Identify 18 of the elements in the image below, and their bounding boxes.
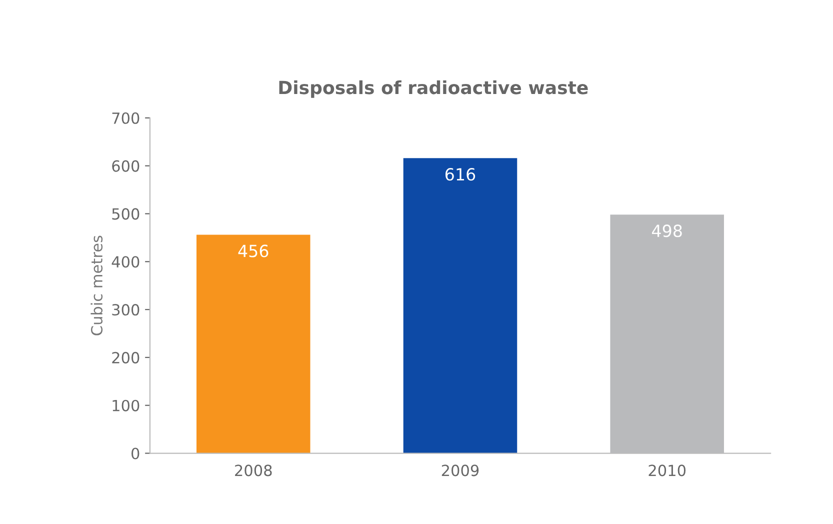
x-tick-label: 2010	[648, 464, 686, 476]
data-label: 498	[652, 224, 682, 238]
y-tick-label: 700	[112, 112, 140, 124]
y-axis-title: Cubic metres	[90, 236, 103, 336]
data-label: 616	[445, 168, 476, 181]
y-tick-label: 300	[112, 304, 140, 316]
bar	[403, 158, 518, 454]
chart-title: Disposals of radioactive waste	[279, 80, 588, 98]
data-label: 456	[238, 244, 268, 258]
y-tick-label: 100	[112, 400, 140, 412]
y-tick-label: 600	[112, 160, 140, 172]
y-tick-label: 200	[112, 352, 140, 364]
y-tick-label: 500	[112, 208, 140, 220]
y-tick-label: 0	[132, 448, 140, 460]
x-tick-label: 2008	[235, 464, 272, 476]
x-tick-label: 2009	[442, 464, 479, 476]
bar	[196, 234, 310, 454]
y-tick-label: 400	[112, 256, 140, 268]
